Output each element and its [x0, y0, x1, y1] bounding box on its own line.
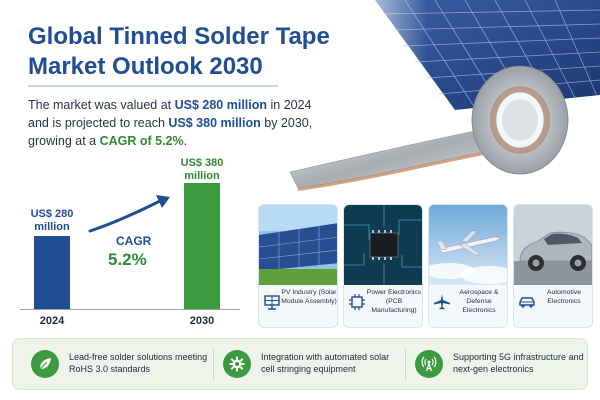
chip-icon — [349, 294, 365, 310]
solder-tape-roll-image — [280, 60, 600, 210]
summary-cagr: CAGR of 5.2% — [99, 134, 184, 149]
bar-2030 — [184, 183, 220, 309]
page-title: Global Tinned Solder Tape Market Outlook… — [28, 22, 330, 82]
summary-text: . — [183, 134, 188, 149]
summary-value-2030: US$ 380 million — [168, 116, 261, 131]
title-line-1: Global Tinned Solder Tape — [28, 23, 330, 50]
category-label-2024: 2024 — [39, 315, 65, 327]
title-line-2: Market Outlook 2030 — [28, 53, 263, 80]
leaf-icon — [31, 350, 59, 378]
gear-icon — [223, 350, 251, 378]
title-divider — [28, 85, 278, 87]
feature-text-lead-free: Lead-free solder solutions meeting RoHS … — [69, 352, 208, 375]
cagr-value: 5.2% — [108, 250, 147, 269]
bar-2024 — [34, 236, 70, 309]
feature-item-automation: Integration with automated solar cell st… — [217, 339, 403, 391]
feature-item-5g: Supporting 5G infrastructure and next-ge… — [409, 339, 585, 391]
summary-text: in 2024 and is projected to reach — [28, 98, 312, 131]
market-summary: The market was valued at US$ 280 million… — [28, 96, 328, 150]
growth-arrow-icon — [88, 195, 170, 233]
application-label-power-electronics: Power Electronics (PCB Manufacturing) — [366, 289, 422, 314]
application-label-pv: PV Industry (Solar Module Assembly) — [281, 289, 337, 305]
airplane-icon — [434, 294, 450, 310]
summary-value-2024: US$ 280 million — [174, 98, 268, 112]
solar-field-image — [259, 205, 337, 285]
bar-value-label-2030: US$ 380 million — [180, 157, 224, 183]
application-card-power-electronics: Power Electronics (PCB Manufacturing) — [343, 204, 423, 328]
circuit-board-image — [344, 205, 422, 285]
application-card-automotive: Automotive Electronics — [513, 204, 593, 328]
airplane-image — [429, 205, 507, 285]
feature-item-lead-free: Lead-free solder solutions meeting RoHS … — [25, 339, 213, 391]
application-card-pv: PV Industry (Solar Module Assembly) — [258, 204, 338, 328]
bar-value-label-2024: US$ 280 million — [30, 208, 74, 234]
feature-text-automation: Integration with automated solar cell st… — [261, 352, 390, 375]
feature-divider — [405, 349, 406, 381]
application-label-aerospace: Aerospace & Defense Electronics — [459, 289, 499, 314]
car-image — [514, 205, 592, 285]
feature-bar: Lead-free solder solutions meeting RoHS … — [12, 338, 588, 390]
feature-text-5g: Supporting 5G infrastructure and next-ge… — [453, 352, 584, 375]
signal-tower-icon — [415, 350, 443, 378]
chart-axis — [20, 309, 240, 310]
category-label-2030: 2030 — [189, 315, 215, 327]
feature-divider — [213, 349, 214, 381]
car-icon — [519, 297, 535, 308]
application-card-aerospace: Aerospace & Defense Electronics — [428, 204, 508, 328]
cagr-label: CAGR — [116, 234, 152, 248]
solar-panel-icon — [264, 295, 280, 310]
summary-text: The market was valued at — [28, 98, 175, 112]
summary-text: by 2030, growing at a — [28, 116, 313, 149]
application-label-automotive: Automotive Electronics — [546, 289, 581, 305]
